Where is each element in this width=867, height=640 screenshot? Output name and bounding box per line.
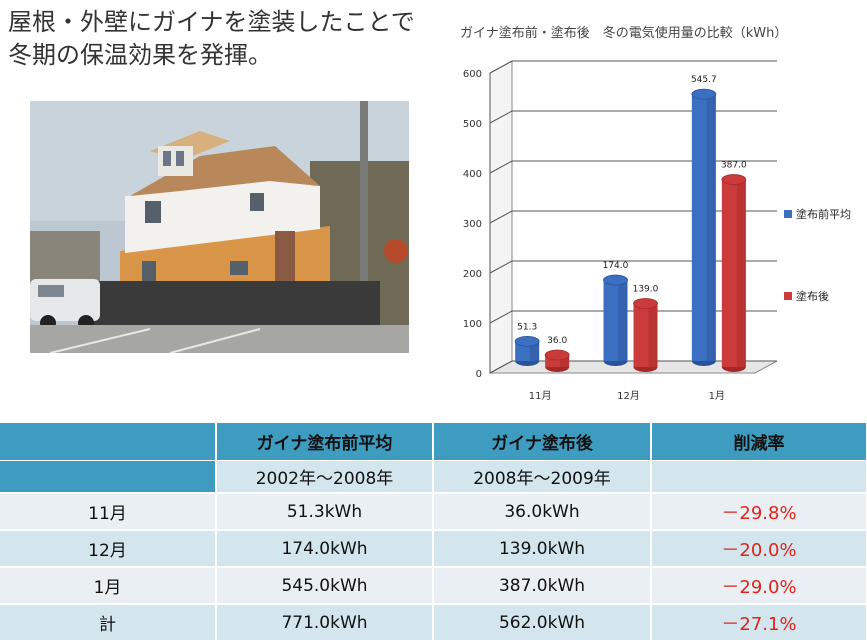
table-row: 計 771.0kWh 562.0kWh －27.1% (0, 603, 867, 640)
electricity-chart: 0 100 200 300 400 500 600 51.3 36.0 11月 174.0 139.0… (463, 60, 851, 402)
header-after: ガイナ塗布後 (433, 423, 652, 461)
bar-shade (648, 303, 658, 367)
headline-line-2: 冬期の保温効果を発揮。 (8, 41, 272, 69)
y-tick-label: 400 (463, 169, 482, 180)
table-subheader-row: 2002年～2008年 2008年～2009年 (0, 460, 867, 493)
legend-label: 塗布前平均 (796, 207, 851, 221)
bar-top (721, 174, 747, 185)
row-label: 11月 (0, 492, 217, 530)
data-label: 387.0 (721, 161, 747, 171)
row-label: 12月 (0, 529, 217, 567)
y-tick-label: 0 (476, 369, 482, 380)
subheader-before-period: 2002年～2008年 (216, 460, 434, 493)
header-rate: 削減率 (651, 423, 867, 461)
data-label: 174.0 (603, 261, 629, 271)
header-corner (0, 423, 217, 461)
y-tick-label: 600 (463, 69, 482, 80)
gridline (489, 160, 777, 174)
table-row: 11月 51.3kWh 36.0kWh －29.8% (0, 492, 867, 530)
x-tick-label: 1月 (709, 390, 725, 402)
row-before: 545.0kWh (216, 566, 434, 604)
row-after: 36.0kWh (433, 492, 652, 530)
bar-shade (706, 94, 716, 362)
data-label: 36.0 (547, 336, 567, 346)
subheader-rate (651, 460, 867, 493)
house-photo (30, 101, 409, 353)
y-tick-label: 300 (463, 219, 482, 230)
data-label: 139.0 (633, 285, 659, 295)
table-header-row: ガイナ塗布前平均 ガイナ塗布後 削減率 (0, 423, 867, 461)
y-tick-label: 200 (463, 269, 482, 280)
gridline (489, 360, 777, 374)
gridline (489, 60, 777, 74)
bar-shade (560, 355, 570, 367)
y-tick-label: 500 (463, 119, 482, 130)
chart-title: ガイナ塗布前・塗布後 冬の電気使用量の比較（kWh） (460, 26, 788, 41)
row-rate: －27.1% (651, 603, 867, 640)
row-after: 139.0kWh (433, 529, 652, 567)
row-before: 771.0kWh (216, 603, 434, 640)
gridline (489, 210, 777, 224)
row-before: 51.3kWh (216, 492, 434, 530)
subheader-after-period: 2008年～2009年 (433, 460, 652, 493)
bar (633, 303, 658, 367)
legend-swatch (784, 292, 792, 300)
row-rate: －29.8% (651, 492, 867, 530)
data-label: 51.3 (517, 322, 537, 332)
x-tick-label: 12月 (617, 390, 640, 402)
bar-top (603, 274, 628, 286)
row-label: 1月 (0, 566, 217, 604)
row-after: 562.0kWh (433, 603, 652, 640)
gridline (489, 260, 777, 274)
gridline (489, 310, 777, 324)
row-before: 174.0kWh (216, 529, 434, 567)
bar-shade (618, 280, 628, 361)
bar-shade (530, 341, 540, 361)
header-before: ガイナ塗布前平均 (216, 423, 434, 461)
headline: 屋根・外壁にガイナを塗装したことで 冬期の保温効果を発揮。 (8, 6, 438, 72)
subheader-corner (0, 460, 217, 493)
row-label: 計 (0, 603, 217, 640)
bar (721, 179, 746, 367)
bar-shade (736, 179, 746, 367)
legend-label: 塗布後 (796, 289, 829, 303)
bar-top (514, 335, 540, 347)
bar (603, 280, 628, 361)
row-rate: －29.0% (651, 566, 867, 604)
x-tick-label: 11月 (529, 390, 552, 402)
y-tick-label: 100 (463, 319, 482, 330)
comparison-table: ガイナ塗布前平均 ガイナ塗布後 削減率 2002年～2008年 2008年～20… (0, 423, 867, 640)
bar-top (544, 349, 570, 361)
table-row: 1月 545.0kWh 387.0kWh －29.0% (0, 566, 867, 604)
row-rate: －20.0% (651, 529, 867, 567)
legend-swatch (784, 210, 792, 218)
bar (691, 94, 716, 362)
bar-top (633, 298, 658, 309)
table-row: 12月 174.0kWh 139.0kWh －20.0% (0, 529, 867, 567)
row-after: 387.0kWh (433, 566, 652, 604)
data-label: 545.7 (691, 75, 717, 85)
gridline (489, 110, 777, 124)
headline-line-1: 屋根・外壁にガイナを塗装したことで (8, 8, 415, 36)
bar (515, 341, 540, 361)
bar-top (691, 88, 717, 100)
